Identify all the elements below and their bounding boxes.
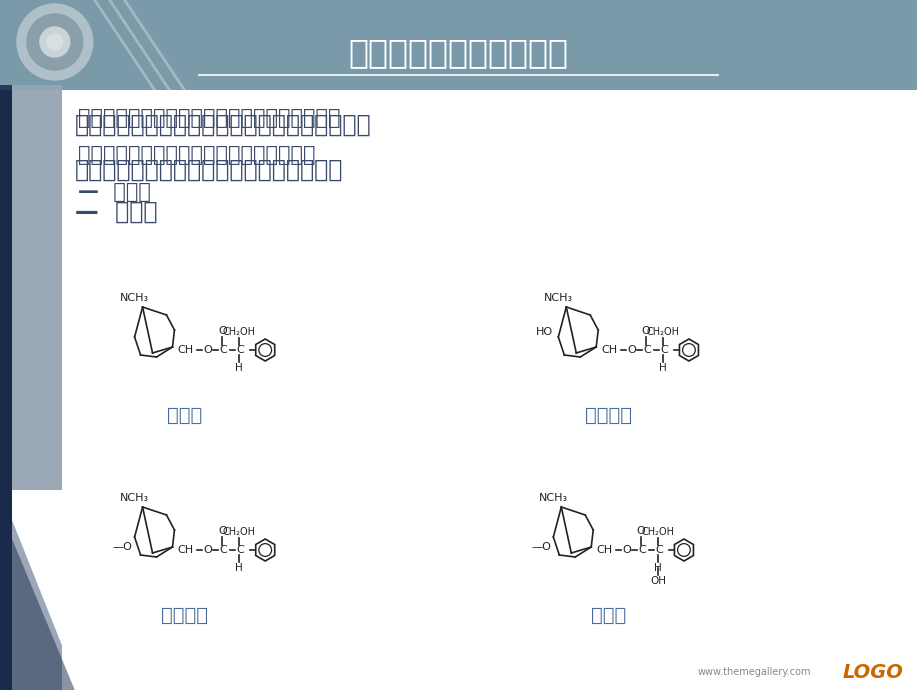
Text: 阿托品: 阿托品 xyxy=(166,406,202,424)
Text: H: H xyxy=(235,563,243,573)
Text: NCH₃: NCH₃ xyxy=(119,293,149,303)
Circle shape xyxy=(17,4,93,80)
Text: H: H xyxy=(235,363,243,373)
Circle shape xyxy=(27,14,83,70)
Text: —O: —O xyxy=(531,542,550,552)
Text: C: C xyxy=(219,345,227,355)
Text: CH: CH xyxy=(596,545,612,555)
FancyBboxPatch shape xyxy=(62,95,914,270)
Text: HO: HO xyxy=(536,327,552,337)
FancyBboxPatch shape xyxy=(0,90,12,690)
Text: C: C xyxy=(659,345,667,355)
Text: O: O xyxy=(636,526,645,536)
Text: CH: CH xyxy=(177,345,193,355)
Text: NCH₃: NCH₃ xyxy=(539,493,567,503)
Text: 菪碱（不稳定）提取过程中得到消旋莨菪碱: 菪碱（不稳定）提取过程中得到消旋莨菪碱 xyxy=(74,158,343,182)
Text: C: C xyxy=(219,545,227,555)
FancyBboxPatch shape xyxy=(12,85,62,490)
FancyBboxPatch shape xyxy=(12,90,62,490)
Text: CH₂OH: CH₂OH xyxy=(222,527,255,537)
Text: C: C xyxy=(236,345,244,355)
Text: O: O xyxy=(627,345,635,355)
Text: —  阿托品: — 阿托品 xyxy=(74,200,157,224)
Text: OH: OH xyxy=(650,576,665,586)
Text: CH₂OH: CH₂OH xyxy=(646,327,679,337)
Text: CH₂OH: CH₂OH xyxy=(222,327,255,337)
Text: C: C xyxy=(638,545,645,555)
Text: O: O xyxy=(203,345,212,355)
Circle shape xyxy=(47,34,62,50)
FancyBboxPatch shape xyxy=(0,0,916,90)
Text: —O: —O xyxy=(113,542,132,552)
Text: C: C xyxy=(642,345,650,355)
Text: 阿托品和阿托品类生物碱: 阿托品和阿托品类生物碱 xyxy=(348,37,568,70)
Text: —  阿托品: — 阿托品 xyxy=(78,182,151,202)
Text: 樟柳碱: 樟柳碱 xyxy=(590,606,625,624)
Text: H: H xyxy=(653,563,661,573)
Text: O: O xyxy=(218,326,226,336)
Circle shape xyxy=(40,27,70,57)
Text: O: O xyxy=(218,526,226,536)
Text: C: C xyxy=(236,545,244,555)
Text: NCH₃: NCH₃ xyxy=(543,293,573,303)
Text: O: O xyxy=(203,545,212,555)
Text: C: C xyxy=(654,545,662,555)
Polygon shape xyxy=(0,490,80,690)
Polygon shape xyxy=(0,510,74,690)
Text: NCH₃: NCH₃ xyxy=(119,493,149,503)
Text: 菪碱（不稳定）提取过程中得到消旋莨菪碱: 菪碱（不稳定）提取过程中得到消旋莨菪碱 xyxy=(78,145,315,165)
Text: 山莨菪碱: 山莨菪碱 xyxy=(584,406,631,424)
FancyBboxPatch shape xyxy=(62,90,916,690)
Text: O: O xyxy=(641,326,650,336)
Text: 阿托品及阿托品类生物碱：天然生物碱为左旋莨: 阿托品及阿托品类生物碱：天然生物碱为左旋莨 xyxy=(78,108,340,128)
Text: CH: CH xyxy=(600,345,617,355)
Text: CH: CH xyxy=(177,545,193,555)
Text: 东莨菪碱: 东莨菪碱 xyxy=(161,606,208,624)
Text: 阿托品及阿托品类生物碱：天然生物碱为左旋莨: 阿托品及阿托品类生物碱：天然生物碱为左旋莨 xyxy=(74,113,371,137)
Text: H: H xyxy=(658,363,666,373)
Text: O: O xyxy=(621,545,630,555)
Text: www.themegallery.com: www.themegallery.com xyxy=(698,667,811,677)
Text: CH₂OH: CH₂OH xyxy=(641,527,674,537)
FancyBboxPatch shape xyxy=(0,85,12,690)
Text: LOGO: LOGO xyxy=(842,662,902,682)
